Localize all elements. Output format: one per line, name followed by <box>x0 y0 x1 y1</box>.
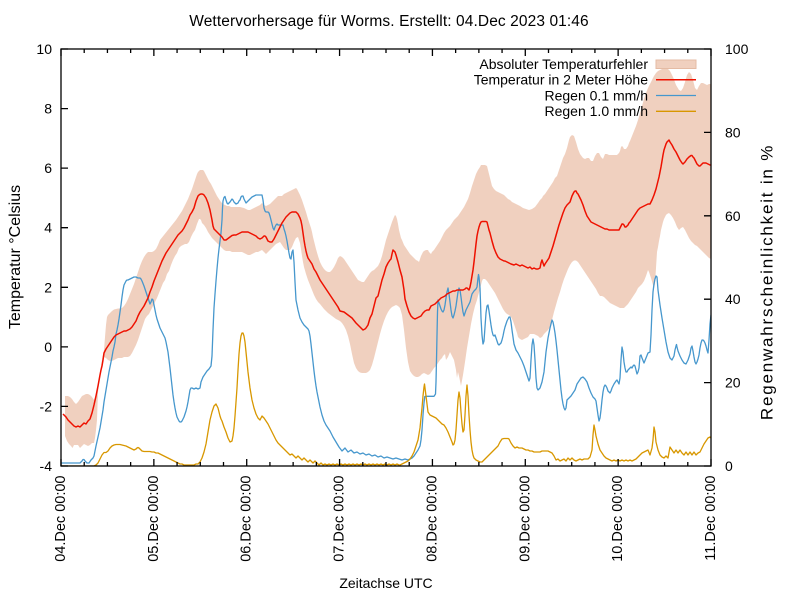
svg-text:4: 4 <box>44 220 52 236</box>
svg-text:08.Dec 00:00: 08.Dec 00:00 <box>424 476 440 562</box>
svg-text:6: 6 <box>44 160 52 176</box>
svg-text:Regenwahrscheinlichkeit in %: Regenwahrscheinlichkeit in % <box>758 144 777 420</box>
svg-text:Regen 1.0 mm/h: Regen 1.0 mm/h <box>545 103 649 119</box>
svg-text:8: 8 <box>44 101 52 117</box>
svg-text:05.Dec 00:00: 05.Dec 00:00 <box>146 476 162 562</box>
svg-text:-2: -2 <box>40 398 53 414</box>
svg-text:06.Dec 00:00: 06.Dec 00:00 <box>239 476 255 562</box>
svg-text:20: 20 <box>725 375 741 391</box>
svg-text:Absoluter Temperaturfehler: Absoluter Temperaturfehler <box>479 56 648 72</box>
svg-text:100: 100 <box>725 41 749 57</box>
svg-text:2: 2 <box>44 279 52 295</box>
svg-text:40: 40 <box>725 291 741 307</box>
svg-text:11.Dec 00:00: 11.Dec 00:00 <box>703 476 719 561</box>
svg-text:10.Dec 00:00: 10.Dec 00:00 <box>610 476 626 562</box>
svg-text:Regen 0.1 mm/h: Regen 0.1 mm/h <box>545 87 649 103</box>
svg-text:09.Dec 00:00: 09.Dec 00:00 <box>517 476 533 562</box>
svg-text:04.Dec 00:00: 04.Dec 00:00 <box>53 476 69 562</box>
svg-text:10: 10 <box>36 41 52 57</box>
svg-text:07.Dec 00:00: 07.Dec 00:00 <box>332 476 348 562</box>
svg-text:Temperatur °Celsius: Temperatur °Celsius <box>7 185 24 329</box>
svg-text:Zeitachse UTC: Zeitachse UTC <box>339 575 432 591</box>
svg-text:0: 0 <box>44 339 52 355</box>
svg-text:Temperatur in 2 Meter Höhe: Temperatur in 2 Meter Höhe <box>474 72 649 88</box>
svg-text:Wettervorhersage für Worms. Er: Wettervorhersage für Worms. Erstellt: 04… <box>189 13 589 30</box>
svg-text:60: 60 <box>725 208 741 224</box>
svg-text:-4: -4 <box>40 458 53 474</box>
svg-text:0: 0 <box>725 458 733 474</box>
svg-text:80: 80 <box>725 124 741 140</box>
